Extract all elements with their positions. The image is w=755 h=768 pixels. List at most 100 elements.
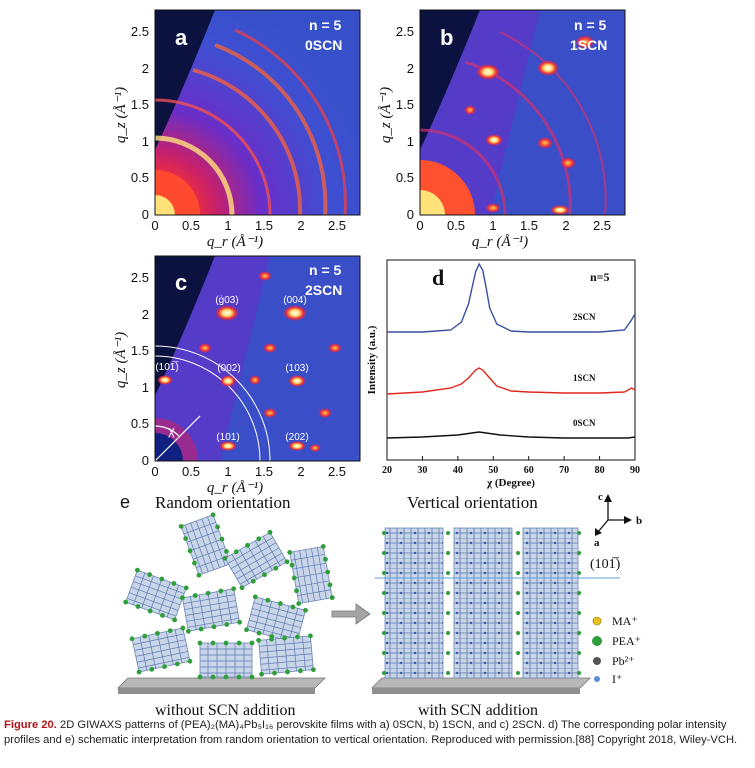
series-label: 1SCN xyxy=(573,373,596,383)
svg-text:1: 1 xyxy=(224,464,231,479)
svg-text:1: 1 xyxy=(142,134,149,149)
legend-label: Pb²⁺ xyxy=(612,654,635,668)
random-orientation-drawing xyxy=(117,511,336,694)
svg-text:2.5: 2.5 xyxy=(131,270,149,285)
figure-caption: Figure 20. 2D GIWAXS patterns of (PEA)₂(… xyxy=(4,718,752,748)
legend-swatch xyxy=(593,657,601,665)
panel-letter: e xyxy=(120,492,130,512)
svg-text:0.5: 0.5 xyxy=(182,464,200,479)
svg-text:2.5: 2.5 xyxy=(328,218,346,233)
giwaxs-panel-b: b n = 5 1SCN 0 0.5 1 1.5 2 2.5 0 0.5 1 1… xyxy=(370,0,630,250)
svg-text:0: 0 xyxy=(416,218,423,233)
legend-label: MA⁺ xyxy=(612,614,638,628)
svg-text:0.5: 0.5 xyxy=(182,218,200,233)
svg-text:1.5: 1.5 xyxy=(255,218,273,233)
peak-label: (101̅) xyxy=(155,361,178,373)
chi-label: χ xyxy=(168,423,175,438)
series-label: 2SCN xyxy=(573,312,596,322)
svg-text:0: 0 xyxy=(142,207,149,222)
svg-text:1: 1 xyxy=(142,380,149,395)
svg-text:2: 2 xyxy=(562,218,569,233)
series-line-0scn xyxy=(386,431,636,439)
svg-text:0.5: 0.5 xyxy=(396,170,414,185)
svg-text:1.5: 1.5 xyxy=(520,218,538,233)
y-ticks: 0 0.5 1 1.5 2 2.5 xyxy=(396,24,414,222)
y-axis-label: q_z (Å⁻¹) xyxy=(378,87,394,143)
y-axis-label: q_z (Å⁻¹) xyxy=(113,87,129,143)
svg-text:2: 2 xyxy=(407,61,414,76)
panel-sample-label: 0SCN xyxy=(305,37,342,53)
y-axis-label: Intensity (a.u.) xyxy=(366,325,378,394)
panel-sample-label: 2SCN xyxy=(305,282,342,298)
svg-text:2: 2 xyxy=(297,218,304,233)
atom-legend: MA⁺ PEA⁺ Pb²⁺ I⁺ xyxy=(592,614,641,686)
plot-area xyxy=(386,259,636,461)
x-axis-label: q_r (Å⁻¹) xyxy=(207,234,263,250)
x-tick-label: 70 xyxy=(559,465,569,476)
x-tick-label: 50 xyxy=(488,465,498,476)
x-tick-label: 30 xyxy=(417,465,427,476)
svg-text:a: a xyxy=(594,537,600,549)
right-title: Vertical orientation xyxy=(407,493,538,512)
legend-label: PEA⁺ xyxy=(612,634,641,648)
svg-text:1.5: 1.5 xyxy=(255,464,273,479)
panel-letter: a xyxy=(175,25,188,50)
svg-text:0.5: 0.5 xyxy=(131,416,149,431)
giwaxs-panel-c: χ c n = 5 2SCN (ġ03) (004) (101̅) (002) … xyxy=(105,248,365,496)
left-caption: without SCN addition xyxy=(155,702,295,718)
panel-n-label: n = 5 xyxy=(309,262,342,278)
panel-n-label: n = 5 xyxy=(574,17,607,33)
x-ticks: 0 0.5 1 1.5 2 2.5 xyxy=(151,464,346,479)
svg-text:2: 2 xyxy=(142,307,149,322)
transition-arrow xyxy=(331,603,371,625)
svg-text:2: 2 xyxy=(297,464,304,479)
svg-text:0.5: 0.5 xyxy=(447,218,465,233)
y-axis-label: q_z (Å⁻¹) xyxy=(113,332,129,388)
left-title: Random orientation xyxy=(155,493,291,512)
x-tick-label: 20 xyxy=(382,465,392,476)
panel-letter: b xyxy=(440,25,453,50)
svg-text:1: 1 xyxy=(224,218,231,233)
svg-text:2.5: 2.5 xyxy=(593,218,611,233)
orientation-schematic: e Random orientation Vertical orientatio… xyxy=(100,488,660,718)
figure-label: Figure 20. xyxy=(4,719,57,731)
series-line-1scn xyxy=(386,367,636,395)
svg-text:c: c xyxy=(598,491,603,503)
y-ticks: 0 0.5 1 1.5 2 2.5 xyxy=(131,270,149,468)
panel-letter: d xyxy=(432,265,444,290)
series-label: 0SCN xyxy=(573,418,596,428)
x-axis-label: q_r (Å⁻¹) xyxy=(472,234,528,250)
svg-text:0: 0 xyxy=(142,453,149,468)
series-line-2scn xyxy=(387,262,636,333)
x-ticks: 0 0.5 1 1.5 2 2.5 xyxy=(416,218,611,233)
svg-text:1.5: 1.5 xyxy=(131,97,149,112)
svg-text:0: 0 xyxy=(407,207,414,222)
giwaxs-panel-a: a n = 5 0SCN 0 0.5 1 1.5 2 2.5 0 0.5 1 1… xyxy=(105,0,365,250)
panel-n-label: n = 5 xyxy=(309,17,342,33)
caption-text: 2D GIWAXS patterns of (PEA)₂(MA)₄Pb₅I₁₆ … xyxy=(4,719,738,746)
peak-label: (103) xyxy=(285,363,308,374)
legend-swatch xyxy=(592,616,602,626)
x-tick-label: 60 xyxy=(524,465,534,476)
chart-annotation: n=5 xyxy=(590,270,610,284)
svg-text:2: 2 xyxy=(142,61,149,76)
plane-label: (101̅) xyxy=(590,557,621,572)
panel-sample-label: 1SCN xyxy=(570,37,607,53)
crystal-axes: c b a xyxy=(594,491,642,549)
legend-swatch xyxy=(592,636,602,646)
svg-text:0: 0 xyxy=(151,464,158,479)
panel-letter: c xyxy=(175,270,187,295)
svg-text:2.5: 2.5 xyxy=(328,464,346,479)
x-tick-label: 90 xyxy=(630,465,640,476)
svg-text:b: b xyxy=(636,515,642,527)
svg-text:1: 1 xyxy=(407,134,414,149)
svg-text:0: 0 xyxy=(151,218,158,233)
svg-text:2.5: 2.5 xyxy=(131,24,149,39)
peak-label: (002) xyxy=(217,363,240,374)
x-ticks: 0 0.5 1 1.5 2 2.5 xyxy=(151,218,346,233)
svg-text:1.5: 1.5 xyxy=(131,343,149,358)
vertical-orientation-drawing xyxy=(371,527,620,694)
x-tick-label: 80 xyxy=(595,465,605,476)
svg-text:1.5: 1.5 xyxy=(396,97,414,112)
svg-text:0.5: 0.5 xyxy=(131,170,149,185)
